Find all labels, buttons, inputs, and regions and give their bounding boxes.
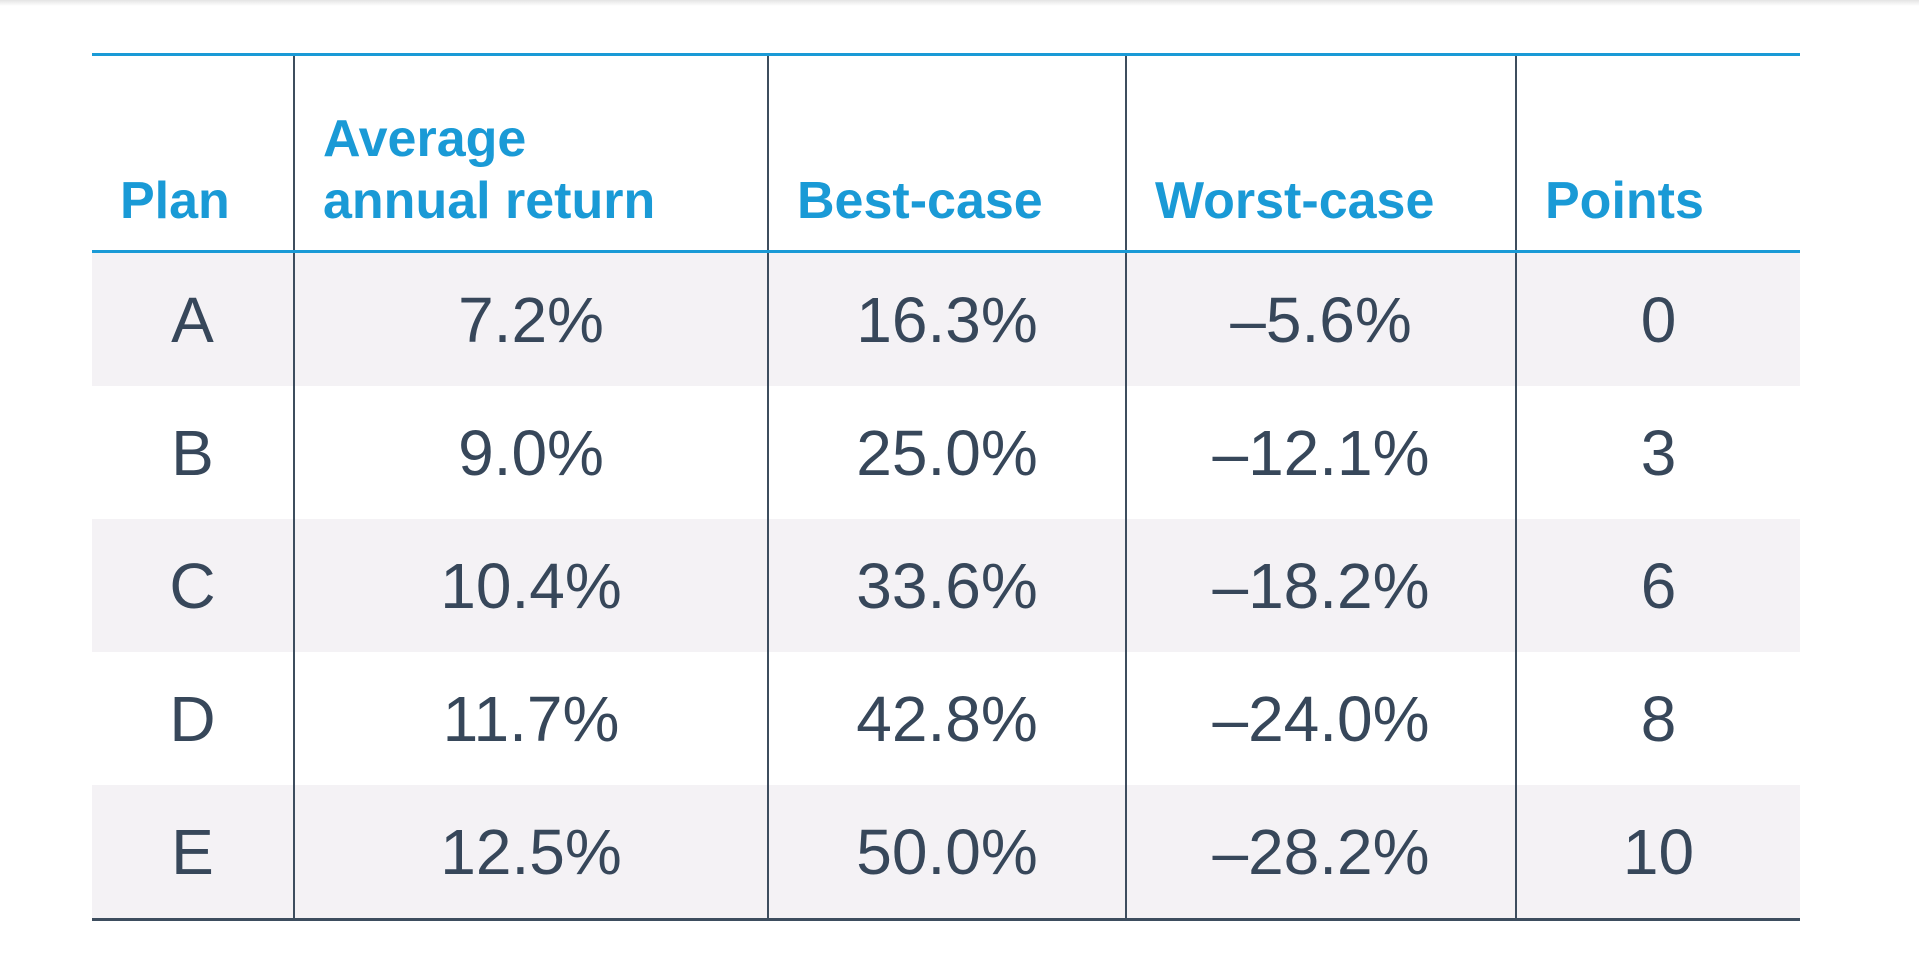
- header-average-line1: Average: [323, 110, 527, 168]
- top-shadow: [0, 0, 1919, 6]
- returns-table: Plan Average annual return Best-case Wors…: [92, 53, 1800, 921]
- cell-best-case: 16.3%: [767, 251, 1126, 386]
- header-average-line2: annual return: [323, 172, 656, 230]
- cell-average-return: 9.0%: [293, 386, 768, 519]
- cell-average-return: 10.4%: [293, 519, 768, 652]
- header-row: Plan Average annual return Best-case Wors…: [92, 54, 1800, 253]
- cell-best-case: 25.0%: [767, 386, 1126, 519]
- cell-worst-case: –24.0%: [1125, 652, 1516, 785]
- header-best-case: Best-case: [767, 54, 1126, 253]
- cell-average-return: 7.2%: [293, 251, 768, 386]
- table-row: B 9.0% 25.0% –12.1% 3: [92, 386, 1800, 519]
- cell-points: 8: [1515, 652, 1800, 785]
- cell-plan: A: [92, 251, 294, 386]
- table-header: Plan Average annual return Best-case Wors…: [92, 54, 1800, 253]
- cell-points: 3: [1515, 386, 1800, 519]
- cell-points: 6: [1515, 519, 1800, 652]
- cell-best-case: 33.6%: [767, 519, 1126, 652]
- table-row: D 11.7% 42.8% –24.0% 8: [92, 652, 1800, 785]
- cell-average-return: 11.7%: [293, 652, 768, 785]
- cell-average-return: 12.5%: [293, 785, 768, 920]
- cell-worst-case: –12.1%: [1125, 386, 1516, 519]
- header-worst-case: Worst-case: [1125, 54, 1516, 253]
- cell-plan: B: [92, 386, 294, 519]
- table-row: E 12.5% 50.0% –28.2% 10: [92, 785, 1800, 920]
- header-plan: Plan: [92, 54, 294, 253]
- cell-plan: C: [92, 519, 294, 652]
- cell-best-case: 50.0%: [767, 785, 1126, 920]
- table-row: C 10.4% 33.6% –18.2% 6: [92, 519, 1800, 652]
- cell-plan: D: [92, 652, 294, 785]
- header-points: Points: [1515, 54, 1800, 253]
- table-row: A 7.2% 16.3% –5.6% 0: [92, 251, 1800, 386]
- cell-worst-case: –28.2%: [1125, 785, 1516, 920]
- cell-points: 0: [1515, 251, 1800, 386]
- cell-plan: E: [92, 785, 294, 920]
- table-body: A 7.2% 16.3% –5.6% 0 B 9.0% 25.0% –12.1%…: [92, 251, 1800, 920]
- cell-best-case: 42.8%: [767, 652, 1126, 785]
- cell-worst-case: –18.2%: [1125, 519, 1516, 652]
- cell-worst-case: –5.6%: [1125, 251, 1516, 386]
- cell-points: 10: [1515, 785, 1800, 920]
- header-average-annual-return: Average annual return: [293, 54, 768, 253]
